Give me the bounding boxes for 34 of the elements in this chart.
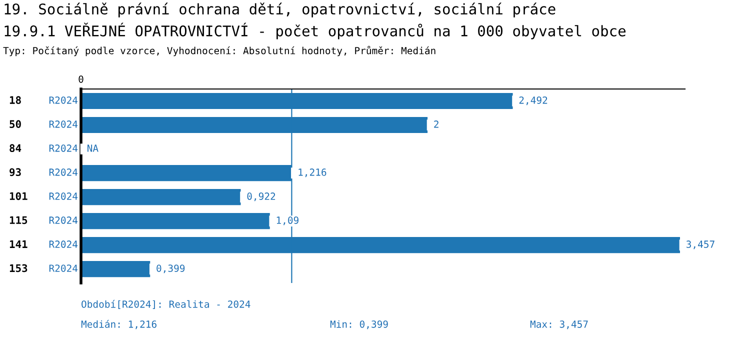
data-label: 1,09 bbox=[276, 216, 298, 226]
data-label: 0,922 bbox=[247, 192, 276, 202]
text: R2024 bbox=[49, 264, 78, 272]
y-tick-label: 141 bbox=[10, 240, 28, 248]
text: NA bbox=[88, 144, 98, 152]
series-label: R2024 bbox=[49, 96, 78, 104]
text: Min: 0,399 bbox=[330, 320, 388, 330]
y-tick-label: 93 bbox=[10, 168, 21, 176]
data-label: 0,399 bbox=[156, 264, 185, 274]
data-label: 1,216 bbox=[298, 168, 326, 178]
text: R2024 bbox=[49, 120, 78, 128]
data-label: 2,492 bbox=[519, 96, 548, 106]
text: Medián: 1,216 bbox=[81, 320, 156, 330]
text: Typ: Počítaný podle vzorce, Vyhodnocení: Absolutní hodnoty, Průměr: Medián bbox=[3, 46, 436, 56]
text: Max: 3,457 bbox=[530, 320, 588, 330]
text: R2024 bbox=[49, 168, 78, 176]
text: R2024 bbox=[49, 240, 78, 248]
y-tick-label: 50 bbox=[10, 120, 21, 128]
text: 0 bbox=[78, 75, 84, 83]
bar bbox=[81, 189, 241, 206]
y-tick-label: 115 bbox=[10, 216, 28, 224]
y-tick-label: 84 bbox=[10, 144, 22, 152]
text: R2024 bbox=[49, 216, 78, 224]
text: R2024 bbox=[49, 192, 78, 200]
y-tick-label: 18 bbox=[10, 96, 21, 104]
text: R2024 bbox=[49, 144, 78, 152]
data-label: 2 bbox=[434, 120, 438, 128]
y-tick-label: 153 bbox=[10, 264, 28, 272]
y-tick-label: 101 bbox=[10, 192, 28, 200]
text: Období[R2024]: Realita - 2024 bbox=[82, 300, 250, 309]
bar bbox=[81, 261, 150, 278]
data-label: 3,457 bbox=[686, 240, 714, 250]
chart-subtitle: 19.9.1 VEŘEJNÉ OPATROVNICTVÍ - počet opatrovanců na 1 000 obyvatel obce bbox=[4, 22, 626, 40]
chart-title: 19. Sociálně právní ochrana dětí, opatrovnictví, sociální práce bbox=[4, 2, 556, 18]
